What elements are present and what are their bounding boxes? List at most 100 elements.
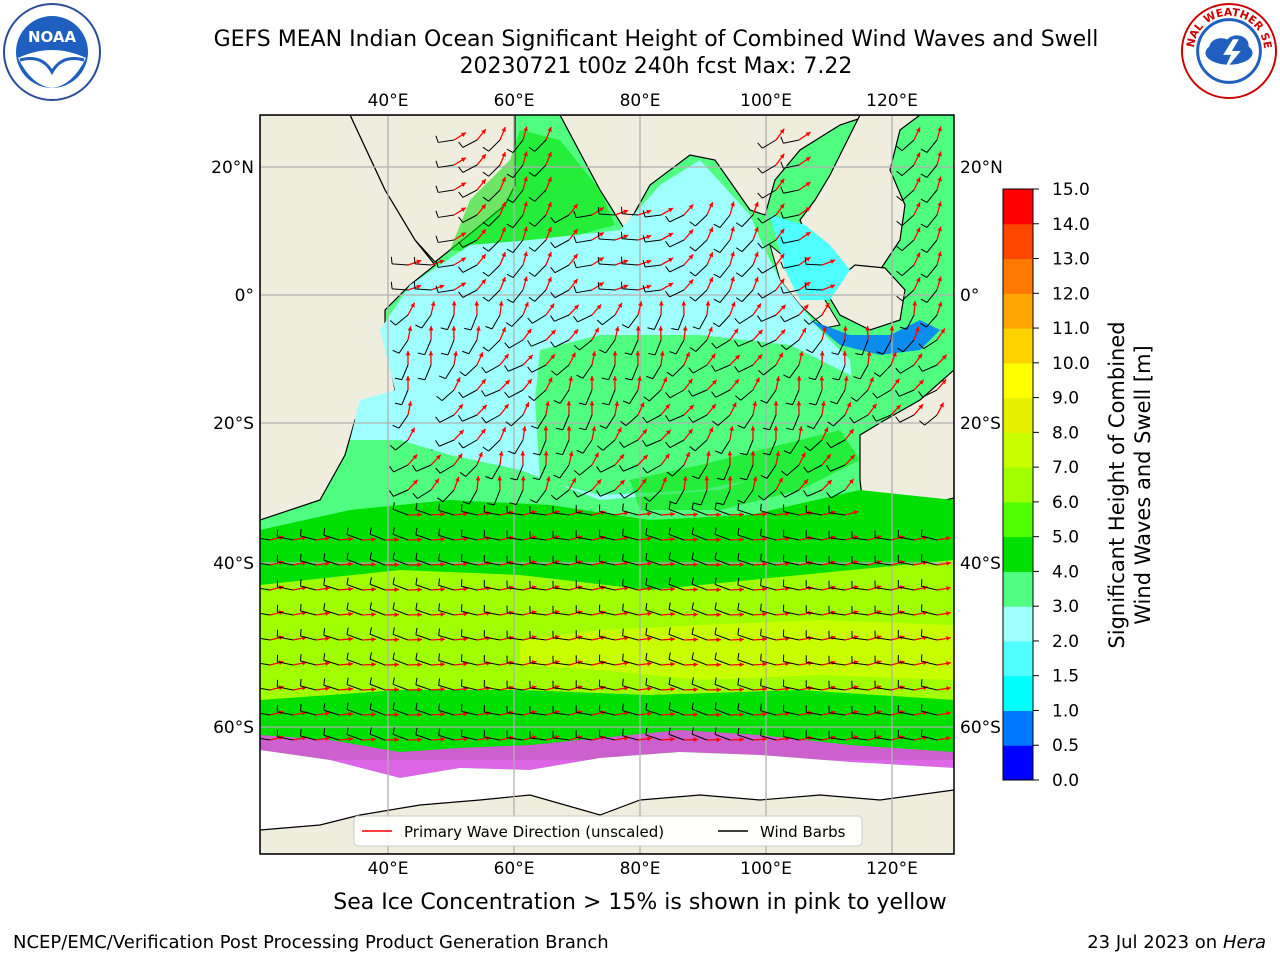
wind-barb <box>506 705 524 716</box>
wind-barb <box>874 630 892 641</box>
wind-barb <box>438 503 455 516</box>
wave-arrow <box>798 131 811 141</box>
wave-arrow <box>936 402 945 416</box>
wind-barb <box>735 289 754 303</box>
wind-barb <box>550 314 570 322</box>
wind-barb <box>506 505 524 516</box>
wind-barb <box>622 628 639 641</box>
wind-barb <box>528 189 547 202</box>
wave-arrow <box>865 325 871 341</box>
wind-barb <box>781 464 800 476</box>
wind-barb <box>897 580 915 591</box>
wind-barb <box>851 630 869 641</box>
wave-arrow <box>660 376 668 391</box>
wind-barb <box>506 214 524 228</box>
wave-arrow <box>428 350 434 366</box>
wave-arrow <box>683 612 699 617</box>
wave-arrow <box>683 404 695 416</box>
wind-barb <box>895 414 915 423</box>
wind-barb <box>645 677 662 691</box>
land-borneo <box>824 264 906 331</box>
wave-arrow <box>660 403 671 416</box>
wind-barb <box>552 655 570 666</box>
wave-arrow <box>407 737 423 743</box>
wind-barb <box>575 680 593 691</box>
wind-barb <box>645 577 662 591</box>
wind-barb <box>645 652 662 666</box>
wind-barb <box>622 728 639 741</box>
wave-arrow <box>453 207 467 216</box>
wind-barb <box>714 502 731 516</box>
colorbar-tick-label: 15.0 <box>1052 180 1090 200</box>
wave-arrow <box>844 478 855 491</box>
wave-arrow <box>913 152 921 166</box>
wave-arrow <box>683 712 699 717</box>
wind-barb <box>851 680 869 691</box>
wave-arrow <box>545 276 552 291</box>
wind-barb <box>691 527 708 541</box>
wind-barb <box>598 679 616 691</box>
colorbar-tick-label: 0.0 <box>1052 771 1079 791</box>
wind-barb <box>668 552 685 566</box>
wind-barb <box>506 730 524 741</box>
wave-arrow <box>683 378 694 391</box>
wind-barb <box>458 214 478 223</box>
wave-arrow <box>637 536 652 542</box>
lon-tick-bottom: 40°E <box>368 859 409 879</box>
wave-arrow <box>729 276 735 291</box>
wave-arrow <box>474 300 480 316</box>
wave-arrow <box>589 375 595 391</box>
wind-barb <box>578 389 593 406</box>
wind-barb <box>874 680 892 691</box>
wind-barb <box>598 504 616 516</box>
wave-arrow <box>867 376 874 391</box>
wind-barb <box>757 364 777 376</box>
wind-barb <box>757 139 777 149</box>
wind-barb <box>620 206 639 216</box>
wave-arrow <box>867 710 882 716</box>
wind-barb <box>482 264 501 277</box>
wind-barb <box>392 727 409 741</box>
wave-arrow <box>913 177 921 191</box>
wind-barb <box>622 389 639 405</box>
wind-barb <box>389 489 409 497</box>
wind-barb <box>528 264 547 277</box>
colorbar-tick-label: 7.0 <box>1052 458 1079 478</box>
wind-barb <box>714 627 731 641</box>
wave-arrow <box>453 132 467 141</box>
wind-barb <box>895 364 915 374</box>
wave-arrow <box>913 403 924 416</box>
wave-arrow <box>453 736 468 742</box>
wave-arrow <box>752 536 768 542</box>
wind-barb <box>533 439 547 456</box>
wind-barb <box>760 389 777 404</box>
wind-barb <box>849 414 869 424</box>
wave-arrow <box>499 251 506 266</box>
wind-barb <box>737 727 754 741</box>
wind-barb <box>828 530 846 541</box>
wind-barb <box>550 239 570 249</box>
wave-arrow <box>659 351 665 366</box>
wave-arrow <box>913 252 921 266</box>
wind-barb <box>438 728 455 741</box>
wave-arrow <box>729 328 739 341</box>
lat-tick-left: 40°S <box>213 554 254 574</box>
wave-arrow <box>566 425 572 441</box>
wave-arrow <box>750 425 756 441</box>
wave-arrow <box>729 662 745 667</box>
wind-barb <box>645 727 662 741</box>
wind-barb <box>435 160 455 168</box>
wind-barb <box>666 364 685 377</box>
wind-barb <box>458 414 478 422</box>
wave-arrow <box>451 325 457 341</box>
wave-arrow <box>844 510 859 516</box>
wind-barb <box>668 677 685 691</box>
wave-arrow <box>729 512 745 517</box>
wind-barb <box>757 189 777 199</box>
wind-barb <box>714 677 731 691</box>
wave-arrow <box>612 350 618 366</box>
wind-barb <box>510 464 524 481</box>
wave-arrow <box>683 662 699 667</box>
wave-arrow <box>729 537 745 542</box>
lon-tick-bottom: 120°E <box>866 859 918 879</box>
